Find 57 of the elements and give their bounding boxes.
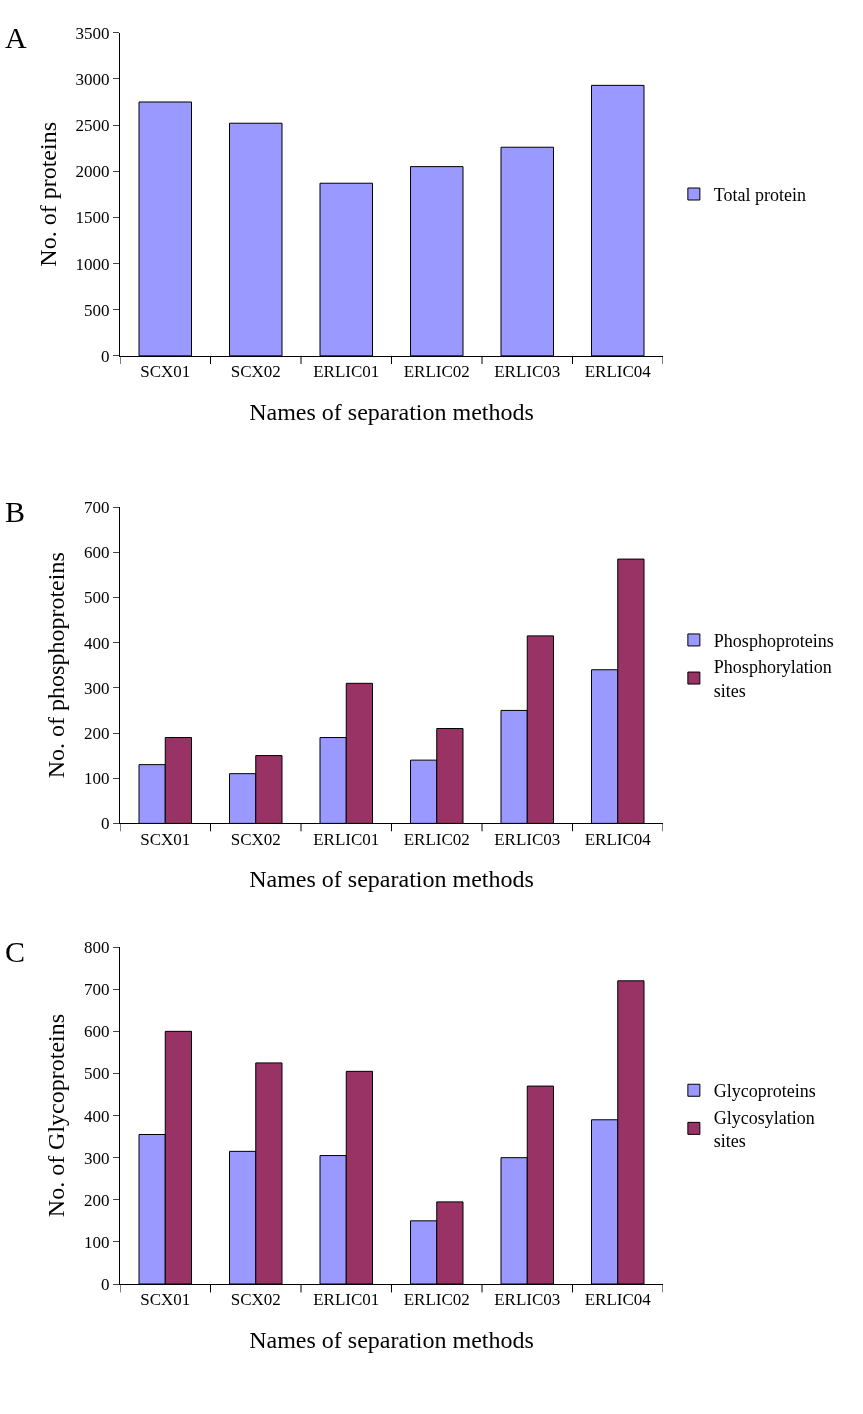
y-tick-label: 0 [101, 1274, 110, 1294]
chart-title: A [5, 21, 27, 54]
x-axis-title: Names of separation methods [249, 1326, 534, 1353]
x-tick-label: ERLIC01 [313, 362, 380, 382]
x-tick-label: ERLIC03 [494, 362, 561, 382]
y-tick-label: 700 [84, 498, 110, 518]
x-tick-label: SCX02 [230, 829, 281, 849]
y-tick-label: 700 [84, 980, 110, 1000]
x-tick-label: ERLIC02 [403, 1290, 470, 1310]
y-axis-title: No. of Glycoproteins [43, 1013, 70, 1218]
x-axis-title: Names of separation methods [249, 866, 534, 893]
y-tick-label: 0 [101, 346, 110, 366]
y-tick-label: 1000 [75, 254, 110, 274]
y-tick-label: 2000 [75, 162, 110, 182]
y-axis-title: No. of phosphoproteins [43, 552, 70, 779]
y-tick-label: 500 [84, 588, 110, 608]
x-tick-label: SCX01 [140, 829, 191, 849]
legend-label: Phosphorylation sites [713, 657, 832, 701]
x-tick-label: ERLIC01 [313, 1290, 380, 1310]
y-tick-label: 300 [84, 678, 110, 698]
y-tick-label: 3500 [75, 23, 110, 43]
y-tick-label: 2500 [75, 116, 110, 136]
y-tick-label: 400 [84, 633, 110, 653]
y-tick-label: 3000 [75, 69, 110, 89]
y-tick-label: 100 [84, 1232, 110, 1252]
y-tick-label: 800 [84, 938, 110, 958]
y-tick-label: 0 [101, 814, 110, 834]
y-axis-title: No. of proteins [34, 121, 61, 267]
x-axis-title: Names of separation methods [249, 398, 534, 425]
chart-title: B [5, 495, 26, 528]
legend-label: Total protein [713, 185, 807, 206]
x-tick-label: ERLIC04 [584, 362, 652, 382]
y-tick-label: 500 [84, 1064, 110, 1084]
y-tick-label: 200 [84, 1190, 110, 1210]
y-tick-label: 500 [84, 300, 110, 320]
x-tick-label: ERLIC03 [494, 1290, 561, 1310]
x-tick-label: ERLIC01 [313, 829, 380, 849]
x-tick-label: ERLIC02 [403, 362, 470, 382]
x-tick-label: SCX02 [230, 1290, 281, 1310]
x-tick-label: SCX01 [140, 362, 191, 382]
chart-title: C [5, 935, 26, 968]
y-tick-label: 200 [84, 723, 110, 743]
y-tick-label: 600 [84, 1022, 110, 1042]
y-tick-label: 600 [84, 543, 110, 563]
y-tick-label: 400 [84, 1106, 110, 1126]
legend-label: Glycosylation sites [713, 1107, 815, 1152]
x-tick-label: ERLIC03 [494, 829, 561, 849]
x-tick-label: ERLIC04 [584, 829, 652, 849]
x-tick-label: ERLIC02 [403, 829, 470, 849]
legend-label: Glycoproteins [713, 1081, 816, 1102]
x-tick-label: ERLIC04 [584, 1290, 652, 1310]
x-tick-label: SCX01 [140, 1290, 191, 1310]
x-tick-label: SCX02 [230, 362, 281, 382]
legend-label: Phosphoproteins [713, 630, 834, 651]
y-tick-label: 1500 [75, 208, 110, 228]
y-tick-label: 300 [84, 1148, 110, 1168]
y-tick-label: 100 [84, 769, 110, 789]
